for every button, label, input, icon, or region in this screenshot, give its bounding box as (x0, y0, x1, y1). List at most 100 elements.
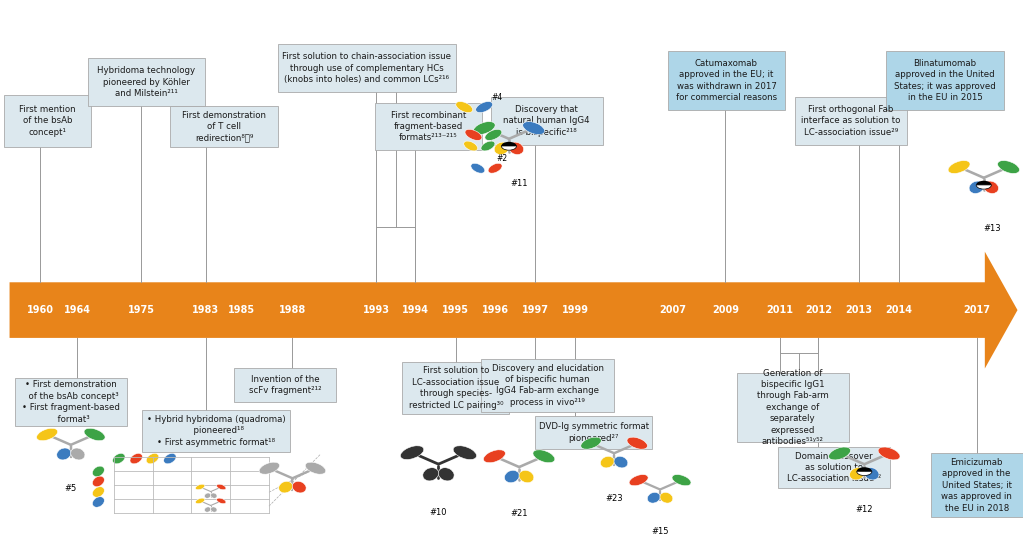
Wedge shape (502, 142, 516, 146)
Ellipse shape (505, 470, 519, 483)
Text: 1988: 1988 (279, 305, 306, 315)
Text: 1995: 1995 (442, 305, 469, 315)
Ellipse shape (522, 122, 545, 135)
FancyBboxPatch shape (535, 416, 652, 449)
Ellipse shape (476, 102, 493, 112)
FancyBboxPatch shape (88, 58, 205, 106)
Text: Blinatumomab
approved in the United
States; it was approved
in the EU in 2015: Blinatumomab approved in the United Stat… (894, 59, 996, 102)
Wedge shape (976, 185, 991, 189)
Ellipse shape (473, 122, 496, 135)
Ellipse shape (217, 484, 226, 490)
Text: Emicizumab
approved in the
United States; it
was approved in
the EU in 2018: Emicizumab approved in the United States… (941, 458, 1012, 513)
Ellipse shape (438, 468, 455, 481)
Text: First mention
of the bsAb
concept¹: First mention of the bsAb concept¹ (19, 105, 76, 137)
Ellipse shape (217, 498, 226, 504)
FancyBboxPatch shape (736, 373, 849, 442)
Text: #10: #10 (430, 508, 447, 517)
Ellipse shape (969, 181, 984, 193)
Ellipse shape (205, 507, 211, 512)
FancyBboxPatch shape (375, 103, 482, 150)
Text: Hybridoma technology
pioneered by Köhler
and Milstein²¹¹: Hybridoma technology pioneered by Köhler… (97, 66, 196, 98)
Ellipse shape (659, 492, 673, 503)
Ellipse shape (509, 142, 523, 155)
FancyBboxPatch shape (141, 410, 290, 452)
Text: 1993: 1993 (362, 305, 390, 315)
FancyBboxPatch shape (481, 359, 614, 411)
Text: #13: #13 (983, 224, 1000, 233)
Ellipse shape (84, 428, 105, 440)
Text: #2: #2 (497, 154, 508, 163)
Ellipse shape (600, 456, 614, 468)
Ellipse shape (485, 129, 502, 140)
Text: First solution to
LC-association issue
through species-
restricted LC pairing³⁰: First solution to LC-association issue t… (409, 366, 503, 410)
Ellipse shape (92, 476, 104, 487)
Text: First demonstration
of T cell
redirection⁸ⰽ⁹: First demonstration of T cell redirectio… (182, 111, 266, 143)
Ellipse shape (879, 447, 900, 460)
Text: 2014: 2014 (886, 305, 912, 315)
Ellipse shape (279, 481, 293, 493)
Ellipse shape (454, 446, 476, 459)
Text: #4: #4 (492, 93, 503, 102)
FancyBboxPatch shape (14, 378, 127, 425)
Ellipse shape (532, 450, 555, 463)
Ellipse shape (850, 467, 864, 480)
FancyBboxPatch shape (931, 453, 1023, 517)
Ellipse shape (92, 466, 104, 477)
Ellipse shape (471, 163, 484, 173)
Ellipse shape (205, 493, 211, 498)
Text: • Hybrid hybridoma (quadroma)
  pioneered¹⁸
• First asymmetric format¹⁸: • Hybrid hybridoma (quadroma) pioneered¹… (146, 415, 285, 447)
Ellipse shape (828, 447, 851, 460)
FancyBboxPatch shape (402, 362, 510, 414)
Text: 2007: 2007 (658, 305, 686, 315)
Ellipse shape (92, 487, 104, 497)
FancyBboxPatch shape (795, 97, 907, 145)
Ellipse shape (164, 453, 176, 464)
Text: Discovery and elucidation
of bispecific human
IgG4 Fab-arm exchange
process in v: Discovery and elucidation of bispecific … (492, 363, 604, 407)
Ellipse shape (464, 141, 477, 151)
Text: 1960: 1960 (27, 305, 53, 315)
Ellipse shape (211, 507, 217, 512)
Ellipse shape (305, 462, 326, 474)
Ellipse shape (864, 467, 879, 480)
Wedge shape (502, 146, 516, 150)
Text: 2011: 2011 (766, 305, 793, 315)
Text: 1975: 1975 (128, 305, 155, 315)
Ellipse shape (56, 448, 71, 460)
Ellipse shape (495, 142, 509, 155)
Wedge shape (976, 181, 991, 185)
Text: 2012: 2012 (805, 305, 831, 315)
FancyBboxPatch shape (170, 106, 278, 148)
Ellipse shape (196, 498, 205, 504)
FancyBboxPatch shape (777, 447, 890, 489)
Text: First solution to chain-association issue
through use of complementary HCs
(knob: First solution to chain-association issu… (283, 52, 452, 84)
Ellipse shape (627, 437, 647, 449)
Ellipse shape (629, 475, 648, 486)
Text: 1983: 1983 (193, 305, 219, 315)
Text: 1996: 1996 (482, 305, 509, 315)
Ellipse shape (481, 141, 495, 151)
Text: #15: #15 (651, 527, 669, 536)
Text: First recombinant
fragment-based
formats²¹³⁻²¹⁵: First recombinant fragment-based formats… (390, 111, 466, 143)
Ellipse shape (483, 450, 506, 463)
Ellipse shape (581, 437, 601, 449)
Text: 2009: 2009 (712, 305, 739, 315)
FancyBboxPatch shape (668, 51, 785, 110)
Text: Discovery that
natural human IgG4
is bispecific²¹⁸: Discovery that natural human IgG4 is bis… (504, 105, 590, 137)
Text: #5: #5 (65, 484, 77, 492)
FancyBboxPatch shape (278, 45, 457, 92)
Text: 2017: 2017 (964, 305, 990, 315)
Ellipse shape (146, 453, 159, 464)
Text: Domain crossover
as solution to
LC-association issue³²: Domain crossover as solution to LC-assoc… (786, 452, 881, 484)
Ellipse shape (984, 181, 998, 193)
Ellipse shape (211, 493, 217, 498)
Ellipse shape (456, 102, 473, 112)
Ellipse shape (423, 468, 438, 481)
Text: • First demonstration
  of the bsAb concept³
• First fragment-based
  format³: • First demonstration of the bsAb concep… (22, 380, 120, 424)
Wedge shape (857, 471, 872, 476)
Text: 1994: 1994 (401, 305, 428, 315)
Ellipse shape (614, 456, 628, 468)
Ellipse shape (519, 470, 534, 483)
Text: #12: #12 (856, 505, 873, 514)
Text: 2013: 2013 (846, 305, 872, 315)
Text: DVD-Ig symmetric format
pioneered²⁷: DVD-Ig symmetric format pioneered²⁷ (539, 422, 649, 443)
